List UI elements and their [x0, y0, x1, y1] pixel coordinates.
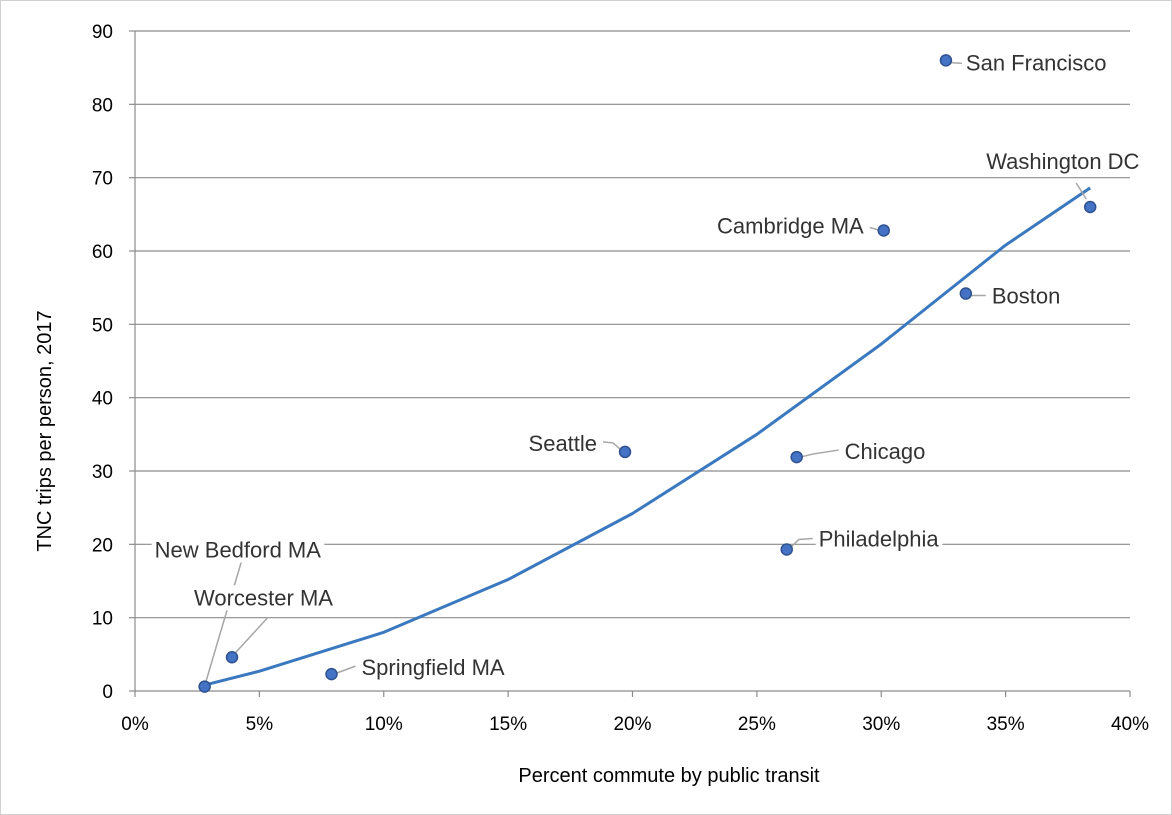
leader-line	[790, 537, 813, 548]
trendline	[204, 186, 1092, 687]
y-tick-label: 80	[92, 95, 113, 116]
x-tick-label: 10%	[365, 714, 403, 735]
data-label: Cambridge MA	[717, 213, 864, 238]
data-point	[1083, 200, 1097, 214]
leader-line	[234, 616, 269, 654]
leader-line	[336, 665, 356, 674]
x-tick-label: 40%	[1111, 714, 1149, 735]
x-tick-label: 5%	[246, 714, 274, 735]
data-label-background	[714, 213, 868, 239]
data-point	[780, 543, 793, 556]
data-point	[790, 450, 803, 464]
y-tick-label: 50	[92, 315, 113, 336]
data-label-background	[962, 50, 1110, 76]
x-tick-label: 0%	[121, 714, 149, 735]
y-tick-label: 10	[92, 609, 113, 630]
data-label-background	[841, 439, 929, 465]
data-label: Boston	[992, 284, 1060, 309]
x-axis-title: Percent commute by public transit	[518, 765, 820, 787]
y-tick-label: 20	[92, 535, 113, 556]
trendline-layer	[204, 186, 1092, 687]
leader-line	[204, 550, 246, 683]
y-tick-label: 0	[102, 682, 113, 703]
data-label-background	[151, 537, 325, 563]
x-tick-label: 25%	[738, 714, 776, 735]
leader-line	[602, 441, 622, 451]
data-point	[618, 445, 632, 459]
data-label-background	[983, 149, 1143, 174]
data-label-background	[191, 585, 337, 611]
x-tick-label: 30%	[862, 714, 900, 735]
data-labels: San Francisco Washington DC Cambridge MA Bo…	[151, 50, 1143, 681]
data-point	[939, 54, 953, 67]
data-point	[959, 287, 973, 300]
data-point	[198, 680, 211, 693]
data-label-background	[525, 430, 601, 456]
leader-line	[1075, 182, 1087, 200]
data-label: New Bedford MA	[155, 538, 322, 563]
data-label: Washington DC	[986, 149, 1139, 174]
data-label: Seattle	[529, 431, 598, 456]
x-tick-label: 35%	[987, 714, 1025, 735]
data-label: Chicago	[845, 439, 926, 464]
y-tick-label: 30	[92, 462, 113, 483]
y-tick-label: 70	[92, 169, 113, 190]
data-points	[198, 54, 1097, 693]
data-label-background	[815, 526, 943, 552]
data-label: Springfield MA	[362, 655, 505, 680]
y-tick-label: 40	[92, 389, 113, 410]
data-point	[877, 224, 890, 237]
data-label: San Francisco	[966, 50, 1107, 75]
data-label: Worcester MA	[194, 585, 333, 610]
y-axis-title: TNC trips per person, 2017	[34, 310, 56, 551]
axes: 0 10 20 30 40 50 60 70 80 90 0% 5% 10% 15% 20% 25% 30% 35…	[92, 22, 1149, 735]
leader-lines	[204, 61, 1087, 683]
x-tick-label: 15%	[489, 714, 527, 735]
x-tick-label: 20%	[613, 714, 651, 735]
data-label-background	[988, 283, 1064, 309]
data-label-background	[358, 655, 508, 681]
gridlines	[135, 30, 1130, 619]
data-point	[325, 667, 338, 681]
y-tick-label: 60	[92, 242, 113, 263]
y-tick-label: 90	[92, 22, 113, 43]
data-point	[225, 651, 239, 664]
leader-line	[800, 449, 839, 458]
data-label: Philadelphia	[819, 526, 940, 551]
